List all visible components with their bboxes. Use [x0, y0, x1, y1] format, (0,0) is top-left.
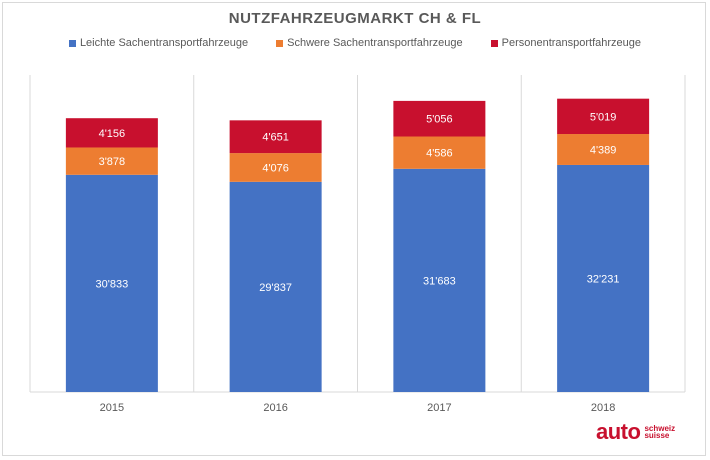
- data-label: 4'076: [262, 162, 289, 174]
- logo-line1: schweiz: [644, 424, 676, 433]
- logo-line2: suisse: [644, 431, 670, 440]
- legend-swatch-light: [68, 39, 76, 47]
- bar-segment: [65, 147, 158, 175]
- x-tick-label: 2017: [427, 402, 451, 414]
- bar-segment: [65, 118, 158, 148]
- bar-segment: [557, 134, 650, 165]
- data-label: 4'586: [426, 148, 453, 160]
- x-tick-label: 2018: [591, 402, 615, 414]
- legend: Leichte Sachentransportfahrzeuge Schwere…: [0, 37, 710, 49]
- data-label: 5'056: [426, 114, 453, 126]
- bar-segment: [557, 98, 650, 135]
- legend-label: Leichte Sachentransportfahrzeuge: [79, 37, 249, 49]
- bar-segment: [65, 174, 158, 392]
- data-label: 30'833: [96, 278, 129, 290]
- data-label: 5'019: [590, 111, 617, 123]
- chart-title: NUTZFAHRZEUGMARKT CH & FL: [228, 10, 482, 27]
- data-label: 4'389: [590, 144, 617, 156]
- bar-segment: [393, 136, 486, 169]
- data-label: 3'878: [99, 156, 126, 168]
- logo-sub: schweiz suisse: [644, 424, 676, 440]
- data-label: 4'651: [262, 132, 289, 144]
- legend-swatch-passenger: [490, 39, 498, 47]
- legend-label: Personentransportfahrzeuge: [501, 37, 642, 49]
- legend-item-passenger: Personentransportfahrzeuge: [490, 37, 642, 49]
- x-tick-label: 2016: [263, 402, 287, 414]
- logo-main: auto: [596, 419, 641, 444]
- x-tick-label: 2015: [100, 402, 124, 414]
- data-label: 31'683: [423, 275, 456, 287]
- bar-segment: [229, 120, 322, 154]
- auto-schweiz-logo: auto schweiz suisse: [596, 421, 675, 443]
- legend-label: Schwere Sachentransportfahrzeuge: [287, 37, 463, 49]
- bar-segment: [557, 164, 650, 392]
- data-label: 29'837: [259, 282, 292, 294]
- bar-segment: [229, 181, 322, 392]
- data-label: 4'156: [99, 128, 126, 140]
- data-label: 32'231: [587, 273, 620, 285]
- bar-segment: [229, 153, 322, 182]
- legend-item-light: Leichte Sachentransportfahrzeuge: [68, 37, 249, 49]
- bar-segment: [393, 168, 486, 392]
- legend-item-heavy: Schwere Sachentransportfahrzeuge: [276, 37, 463, 49]
- chart-frame: [2, 2, 706, 456]
- bar-segment: [393, 100, 486, 137]
- legend-swatch-heavy: [276, 39, 284, 47]
